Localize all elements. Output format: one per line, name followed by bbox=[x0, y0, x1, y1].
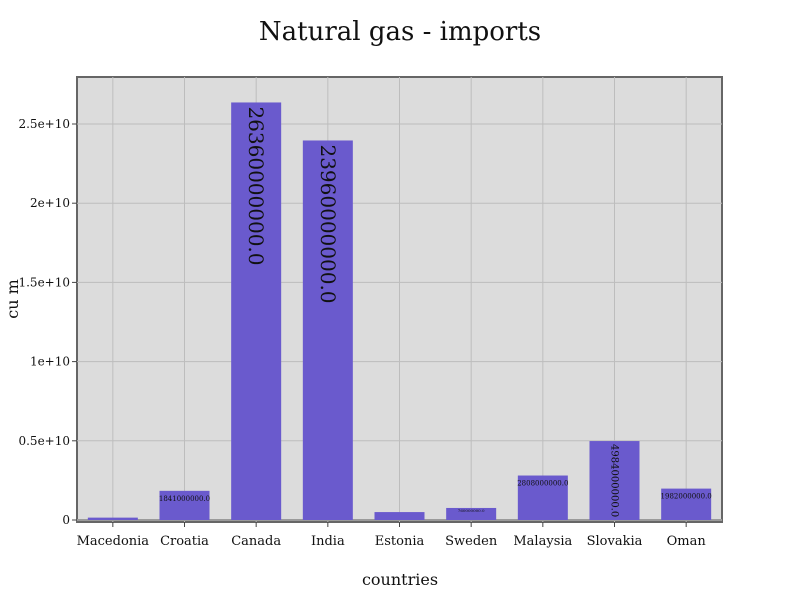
bar-oman[interactable] bbox=[661, 488, 712, 520]
x-tick-label: Estonia bbox=[375, 534, 425, 549]
chart-title: Natural gas - imports bbox=[259, 17, 541, 47]
y-tick-label: 2.5e+10 bbox=[18, 117, 70, 131]
bar-canada[interactable] bbox=[231, 102, 282, 520]
x-tick-label: Croatia bbox=[160, 534, 209, 549]
bars bbox=[87, 102, 712, 520]
y-tick-label: 0.5e+10 bbox=[18, 434, 70, 448]
bar-slovakia[interactable] bbox=[589, 441, 640, 520]
x-axis-ticks: Macedonia Croatia Canada India Estonia Sweden… bbox=[77, 522, 707, 549]
bar-sweden[interactable] bbox=[446, 507, 497, 520]
bar-value-label: 2808000000.0 bbox=[517, 480, 568, 488]
y-axis-ticks: 0 0.5e+10 1e+10 1.5e+10 2e+10 2.5e+10 bbox=[18, 117, 77, 527]
bar-value-label: 1841000000.0 bbox=[159, 495, 210, 503]
x-tick-label: Macedonia bbox=[77, 534, 150, 549]
x-tick-label: Sweden bbox=[445, 534, 498, 549]
x-tick-label: India bbox=[311, 534, 345, 549]
y-tick-label: 0 bbox=[62, 513, 70, 527]
bar-value-label: 1982000000.0 bbox=[661, 493, 712, 501]
y-tick-label: 1.5e+10 bbox=[18, 275, 70, 289]
bar-value-label: 4984000000.0 bbox=[609, 444, 620, 517]
bar-value-label: 760000000.0 bbox=[458, 508, 485, 513]
x-tick-label: Malaysia bbox=[513, 534, 572, 549]
x-tick-label: Oman bbox=[667, 534, 707, 549]
bar-malaysia[interactable] bbox=[517, 475, 568, 520]
bar-india[interactable] bbox=[302, 140, 353, 520]
bar-estonia[interactable] bbox=[374, 512, 425, 520]
x-tick-label: Slovakia bbox=[587, 534, 643, 549]
x-tick-label: Canada bbox=[231, 534, 281, 549]
bar-croatia[interactable] bbox=[159, 490, 210, 520]
y-axis-label: cu m bbox=[3, 279, 22, 319]
x-axis-label: countries bbox=[362, 570, 438, 589]
bar-value-label: 26360000000.0 bbox=[244, 106, 268, 265]
bar-macedonia[interactable] bbox=[87, 517, 138, 520]
y-tick-label: 1e+10 bbox=[30, 355, 70, 369]
y-tick-label: 2e+10 bbox=[30, 196, 70, 210]
bar-value-labels: 1841000000.0 26360000000.0 23960000000.0 76… bbox=[159, 106, 712, 517]
bar-value-label: 23960000000.0 bbox=[316, 144, 340, 303]
